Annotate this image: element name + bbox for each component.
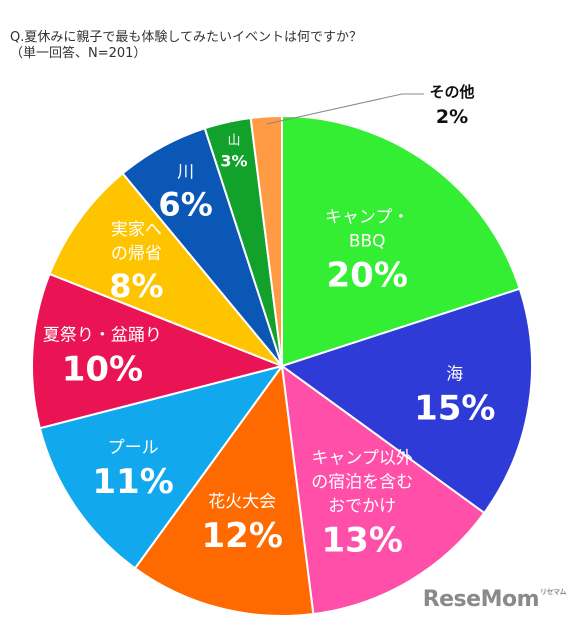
slice-label-other: その他 [429, 83, 474, 101]
slice-value-other: 2% [436, 106, 468, 128]
slice-label-7-line-2: の帰省 [111, 244, 162, 264]
slice-label-7-line-1: 実家へ [111, 220, 162, 240]
slice-value-1: 20% [327, 256, 408, 296]
slice-value-9: 3% [220, 151, 247, 170]
pie-slice-7 [48, 171, 283, 367]
pie-slice-10 [249, 114, 283, 367]
slice-value-6: 10% [62, 350, 143, 390]
slice-label-9-line-1: 山 [227, 133, 240, 148]
slice-value-5: 11% [92, 462, 173, 502]
chart-question: Q.夏休みに親子で最も体験してみたいイベントは何ですか？ （単一回答、N=201… [10, 30, 362, 62]
pie-slice-3 [280, 363, 486, 616]
slice-value-2: 15% [414, 388, 495, 428]
slice-label-1-line-2: BBQ [349, 232, 386, 252]
slice-label-3-line-1: キャンプ以外 [311, 449, 413, 469]
slice-value-7: 8% [109, 267, 163, 305]
slice-label-2-line-1: 海 [446, 364, 463, 384]
logo-text: ReseMom [422, 587, 540, 612]
slice-label-6-line-1: 夏祭り・盆踊り [43, 326, 162, 346]
leader-line [266, 93, 424, 125]
pie-slice-2 [279, 287, 533, 515]
slice-label-1-line-1: キャンプ・ [325, 208, 410, 228]
pie-slice-6 [31, 272, 286, 430]
pie-slice-1 [281, 114, 522, 368]
resemom-logo: ReseMomリセマム [422, 587, 567, 612]
slice-value-8: 6% [158, 186, 212, 224]
slice-label-5-line-1: プール [108, 438, 159, 458]
slice-label-3-line-2: の宿泊を含む [311, 473, 413, 493]
slice-label-3-line-3: おでかけ [328, 497, 396, 517]
slice-value-3: 13% [322, 521, 403, 561]
logo-kana: リセマム [540, 588, 567, 596]
pie-slice-4 [133, 363, 315, 617]
question-line-1: Q.夏休みに親子で最も体験してみたいイベントは何ですか？ [10, 30, 362, 45]
pie-slice-5 [38, 364, 285, 570]
slice-label-4-line-1: 花火大会 [208, 492, 276, 512]
slice-label-8-line-1: 川 [177, 163, 194, 183]
question-line-2: （単一回答、N=201） [10, 46, 147, 61]
pie-slices [31, 114, 533, 617]
slice-value-4: 12% [202, 516, 283, 556]
